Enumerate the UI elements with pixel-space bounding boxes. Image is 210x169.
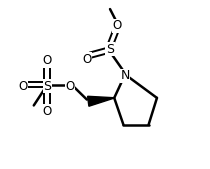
Text: O: O: [82, 53, 91, 66]
Polygon shape: [88, 96, 114, 106]
Text: S: S: [43, 79, 51, 92]
Text: O: O: [112, 19, 121, 32]
Text: O: O: [18, 79, 28, 92]
Text: O: O: [43, 54, 52, 67]
Text: O: O: [43, 105, 52, 118]
Text: S: S: [106, 43, 114, 56]
Text: N: N: [120, 69, 130, 82]
Text: O: O: [65, 79, 74, 92]
